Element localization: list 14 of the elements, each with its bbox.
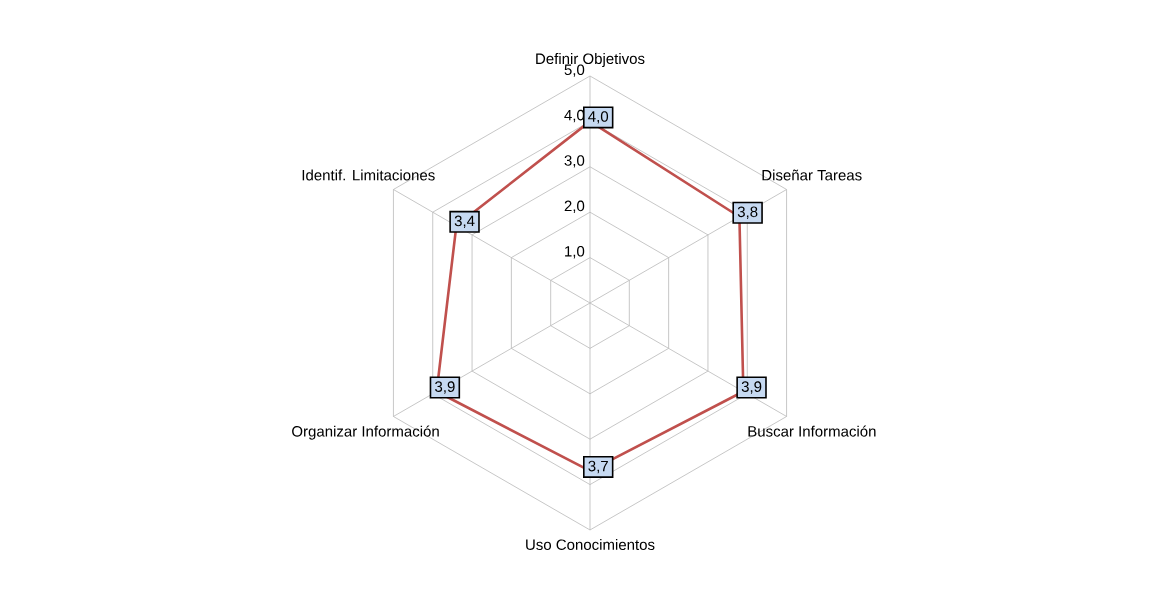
- y-tick-label: 1,0: [565, 245, 585, 259]
- spoke-label: Diseñar Tareas: [762, 169, 862, 181]
- spoke-label: Buscar Información: [748, 425, 876, 437]
- y-tick-label: 3,0: [564, 155, 585, 168]
- data-label: 3,9: [741, 381, 762, 394]
- y-tick-label: 2,0: [564, 200, 585, 213]
- spoke-label: Identif. Limitaciones: [302, 169, 435, 181]
- data-label: 4,0: [588, 111, 609, 124]
- data-label: 3,7: [588, 460, 608, 474]
- data-label: 3,4: [454, 215, 475, 228]
- data-label: 3,9: [435, 381, 455, 394]
- data-label: 3,8: [737, 206, 758, 219]
- spoke-label: Uso Conocimientos: [526, 538, 655, 550]
- spoke-label: Organizar Información: [292, 425, 439, 440]
